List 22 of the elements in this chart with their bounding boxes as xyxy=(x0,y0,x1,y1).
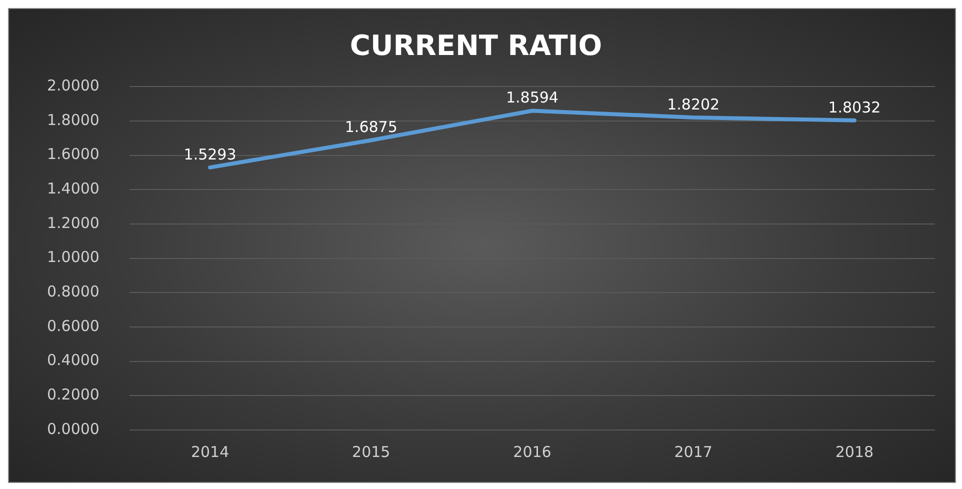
x-tick-label: 2014 xyxy=(190,442,230,461)
y-tick-label: 0.0000 xyxy=(46,420,100,438)
chart-title: CURRENT RATIO xyxy=(350,29,602,62)
y-tick-label: 0.6000 xyxy=(46,316,100,335)
y-tick-label: 0.4000 xyxy=(46,351,100,370)
y-tick-label: 0.8000 xyxy=(46,282,100,301)
y-tick-label: 1.8000 xyxy=(46,110,100,129)
data-label: 1.5293 xyxy=(184,145,236,164)
y-tick-label: 1.6000 xyxy=(46,145,100,164)
y-tick-label: 1.2000 xyxy=(46,214,100,232)
x-tick-label: 2018 xyxy=(835,442,874,461)
y-tick-label: 0.2000 xyxy=(46,386,100,404)
data-label: 1.6875 xyxy=(344,118,398,136)
x-tick-label: 2017 xyxy=(674,442,712,461)
data-label: 1.8594 xyxy=(506,88,558,107)
data-label: 1.8032 xyxy=(828,98,881,116)
y-tick-label: 1.0000 xyxy=(46,248,100,266)
y-tick-label: 1.4000 xyxy=(46,180,100,198)
data-label: 1.8202 xyxy=(667,95,720,114)
y-tick-label: 2.0000 xyxy=(46,76,100,94)
x-tick-label: 2016 xyxy=(513,442,552,461)
x-tick-label: 2015 xyxy=(352,442,390,461)
